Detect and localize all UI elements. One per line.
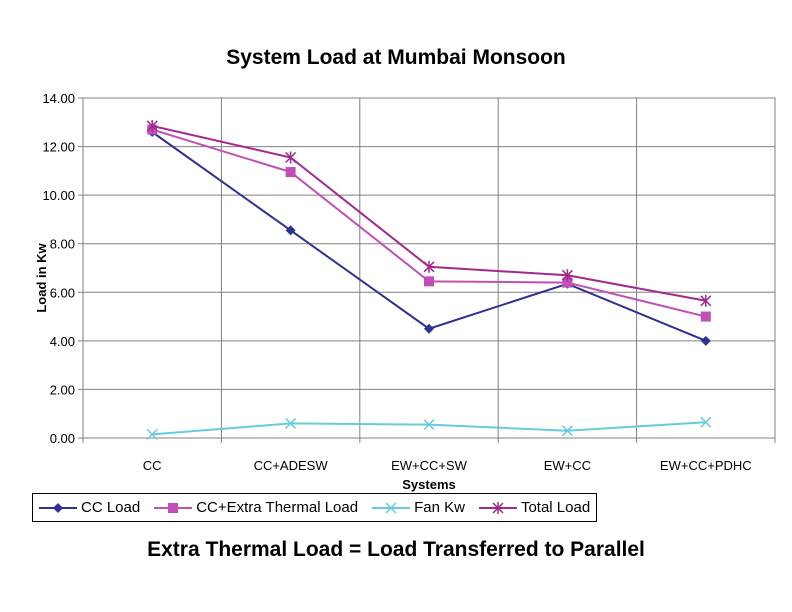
series-fan-kw	[146, 416, 712, 440]
chart-title: System Load at Mumbai Monsoon	[226, 46, 566, 69]
y-tick-label: 14.00	[42, 91, 75, 106]
series-line	[151, 131, 707, 342]
y-tick-label: 6.00	[50, 285, 75, 300]
legend-item: CC Load	[39, 499, 140, 516]
x-tick-label: EW+CC+PDHC	[660, 458, 752, 473]
data-point	[146, 119, 158, 132]
series-line	[151, 128, 707, 318]
data-point	[561, 425, 573, 437]
data-point	[146, 428, 158, 440]
legend-label: CC Load	[81, 499, 141, 516]
y-tick-label: 10.00	[42, 188, 75, 203]
legend-swatch	[39, 502, 77, 513]
caption: Extra Thermal Load = Load Transferred to…	[147, 538, 645, 561]
series-group	[146, 119, 712, 440]
legend-item: CC+Extra Thermal Load	[154, 499, 358, 516]
y-tick-label: 8.00	[50, 237, 75, 252]
x-tick-label: EW+CC	[544, 458, 591, 473]
data-point	[423, 260, 435, 273]
legend-item: Fan Kw	[372, 499, 465, 516]
data-point	[424, 323, 434, 334]
y-tick-label: 0.00	[50, 431, 75, 446]
data-point	[424, 276, 434, 287]
axis-labels: 0.00 2.00 4.00 6.00 8.00 10.00 12.00 14.00 CC CC+…	[34, 91, 752, 492]
legend-swatch	[372, 501, 411, 514]
y-tick-label: 4.00	[50, 334, 75, 349]
x-tick-label: EW+CC+SW	[391, 458, 468, 473]
y-tick-label: 2.00	[50, 382, 75, 397]
data-point	[285, 417, 297, 429]
data-point	[562, 277, 573, 288]
axes	[78, 97, 776, 443]
data-point	[385, 501, 397, 514]
data-point	[423, 419, 435, 431]
data-point	[168, 502, 179, 513]
data-point	[53, 502, 63, 513]
data-point	[285, 151, 297, 164]
legend-swatch	[154, 502, 193, 513]
data-point	[561, 269, 573, 282]
legend: CC Load CC+Extra Thermal Load Fan Kw Total …	[32, 493, 598, 522]
legend-label: Fan Kw	[414, 499, 465, 516]
x-axis-title: Systems	[402, 477, 455, 492]
series-cc-load	[147, 127, 711, 346]
legend-item: Total Load	[478, 499, 591, 516]
y-tick-label: 12.00	[42, 140, 75, 155]
x-tick-label: CC	[143, 458, 162, 473]
x-tick-label: CC+ADESW	[254, 458, 329, 473]
plot-border	[82, 97, 776, 439]
data-point	[285, 167, 296, 178]
y-axis-title: Load in Kw	[34, 242, 49, 312]
legend-label: CC+Extra Thermal Load	[196, 499, 359, 516]
data-point	[700, 416, 712, 428]
series-total-load	[146, 119, 712, 307]
legend-swatch	[478, 501, 517, 514]
series-line	[151, 124, 706, 302]
data-point	[700, 335, 711, 346]
legend-label: Total Load	[520, 499, 591, 516]
data-point	[700, 294, 712, 307]
data-point	[700, 311, 711, 322]
data-point	[492, 501, 504, 514]
data-point	[285, 225, 296, 236]
